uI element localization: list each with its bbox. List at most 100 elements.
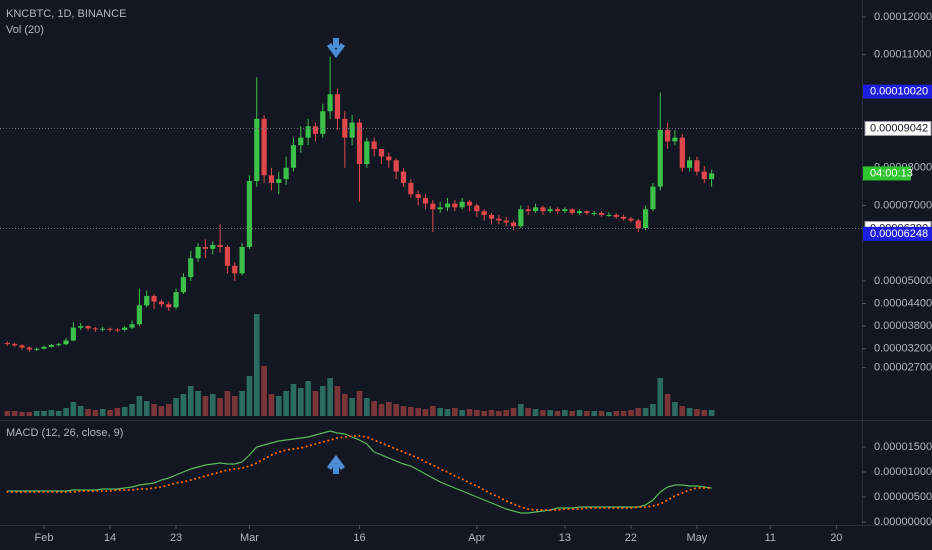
candle-body (210, 245, 216, 249)
candle-body (144, 295, 150, 306)
y-tick-label: 0.00011000 (874, 49, 931, 61)
volume-bar (378, 404, 385, 416)
volume-bar (584, 411, 590, 416)
volume-bar (151, 404, 157, 416)
volume-bar (334, 386, 341, 416)
candle-body (584, 211, 590, 214)
volume-bar (481, 411, 487, 416)
volume-bar (679, 406, 686, 416)
candle-body (628, 218, 634, 221)
candle-body (246, 180, 253, 247)
candle-body (510, 222, 517, 227)
volume-bar (268, 394, 275, 416)
candle-body (554, 209, 561, 212)
y-tick-label: 0.00000500 (874, 491, 932, 503)
volume-bar (165, 404, 172, 416)
candle-body (4, 343, 10, 345)
volume-bar (11, 411, 18, 416)
volume-bar (364, 398, 370, 416)
volume-bar (246, 376, 253, 416)
volume-bar (452, 408, 458, 416)
volume-bar (408, 407, 414, 416)
volume-bar (474, 410, 480, 416)
volume-bar (496, 411, 502, 416)
candle-body (657, 130, 663, 187)
up-arrow (327, 455, 345, 474)
volume-bar (386, 402, 392, 416)
volume-bar (606, 412, 612, 416)
candle-body (400, 171, 407, 183)
plot (4, 56, 715, 514)
candle-body (129, 324, 135, 328)
x-tick-label: 11 (765, 532, 776, 544)
candle-body (540, 207, 546, 212)
candle-body (56, 344, 62, 346)
candle-body (298, 137, 304, 146)
volume-bar (107, 410, 113, 416)
volume-bar (187, 386, 194, 416)
volume-bar (202, 396, 209, 416)
y-tick-label: 0.00003800 (874, 320, 932, 332)
candle-body (114, 329, 120, 331)
y-tick-label: 0.00003200 (874, 343, 932, 355)
volume-bar (540, 410, 546, 416)
volume-bar (231, 396, 238, 416)
candle-body (481, 211, 487, 215)
volume-bar (708, 410, 715, 416)
volume-bar (628, 410, 634, 416)
volume-bar (41, 411, 47, 416)
candle-body (386, 156, 392, 161)
volume-bar (136, 396, 143, 416)
volume-bar (19, 412, 25, 416)
candle-body (26, 347, 32, 350)
x-tick-label: 13 (559, 532, 571, 544)
candle-body (364, 141, 370, 165)
candle-body (525, 209, 531, 212)
candle-body (664, 130, 671, 142)
candle-body (92, 328, 98, 330)
candle-body (136, 305, 142, 325)
candle-body (232, 265, 238, 274)
x-tick-label: Feb (35, 532, 54, 544)
candle-body (254, 118, 260, 181)
candle-body (356, 122, 363, 165)
price-marker-box (863, 226, 932, 241)
chart-title: KNCBTC, 1D, BINANCE (6, 8, 126, 20)
volume-bar (342, 394, 348, 416)
volume-bar (253, 314, 260, 416)
volume-bar (664, 394, 671, 416)
candle-body (202, 246, 209, 249)
candle-body (488, 214, 495, 219)
volume-bar (525, 408, 532, 416)
x-tick-label: Mar (240, 532, 259, 544)
volume-bar (297, 388, 304, 416)
volume-bar (92, 410, 99, 416)
volume-bar (532, 409, 539, 416)
volume-bar (4, 411, 11, 416)
candle-body (620, 216, 627, 219)
y-tick-label: 0.00000000 (874, 516, 932, 528)
volume-bar (430, 406, 436, 416)
candle-body (166, 304, 172, 308)
candle-body (532, 207, 539, 212)
candle-body (576, 211, 583, 214)
candle-body (466, 201, 473, 206)
candle-body (78, 326, 84, 328)
candle-body (378, 148, 385, 157)
candle-body (180, 277, 187, 293)
volume-bar (173, 398, 179, 416)
candle-body (452, 203, 458, 208)
candle-body (635, 220, 641, 229)
candle-body (305, 126, 311, 138)
volume-bar (180, 394, 187, 416)
candle-body (261, 118, 267, 176)
price-line-label: 0.00009042 (870, 122, 928, 134)
volume-bar (591, 411, 598, 416)
candle-body (107, 328, 113, 330)
candle-body (415, 194, 421, 198)
candle-body (158, 301, 164, 305)
volume-bar (444, 409, 451, 416)
volume-bar (99, 409, 106, 416)
